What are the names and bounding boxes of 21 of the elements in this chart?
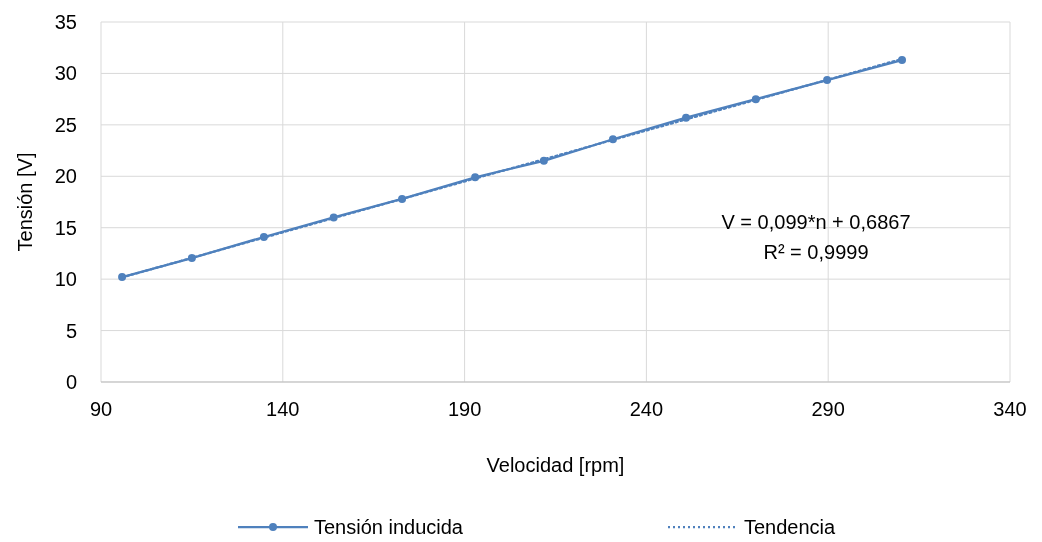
legend-label: Tensión inducida bbox=[314, 516, 464, 538]
x-tick-label: 290 bbox=[811, 398, 845, 420]
x-tick-label: 90 bbox=[89, 398, 113, 420]
x-tick-label: 190 bbox=[447, 398, 482, 420]
x-tick-label: 140 bbox=[266, 398, 300, 420]
y-tick-label: 25 bbox=[54, 113, 77, 136]
y-tick-label: 30 bbox=[54, 62, 77, 85]
y-tick-label: 0 bbox=[65, 371, 77, 393]
x-axis-title: Velocidad [rpm] bbox=[486, 454, 625, 476]
point bbox=[898, 56, 907, 65]
y-tick-label: 20 bbox=[54, 165, 77, 188]
y-tick-label: 35 bbox=[54, 11, 77, 33]
legend-label: Tendencia bbox=[744, 516, 837, 538]
x-tick-label: 240 bbox=[629, 398, 664, 420]
x-tick-label: 340 bbox=[993, 398, 1027, 420]
y-tick-label: 5 bbox=[65, 319, 77, 342]
y-tick-label: 15 bbox=[54, 216, 77, 239]
y-axis-title: Tensión [V] bbox=[14, 152, 36, 252]
y-tick-label: 10 bbox=[54, 268, 77, 291]
annotation: V = 0,099*n + 0,6867 bbox=[721, 211, 911, 233]
annotation: R² = 0,9999 bbox=[763, 241, 869, 263]
